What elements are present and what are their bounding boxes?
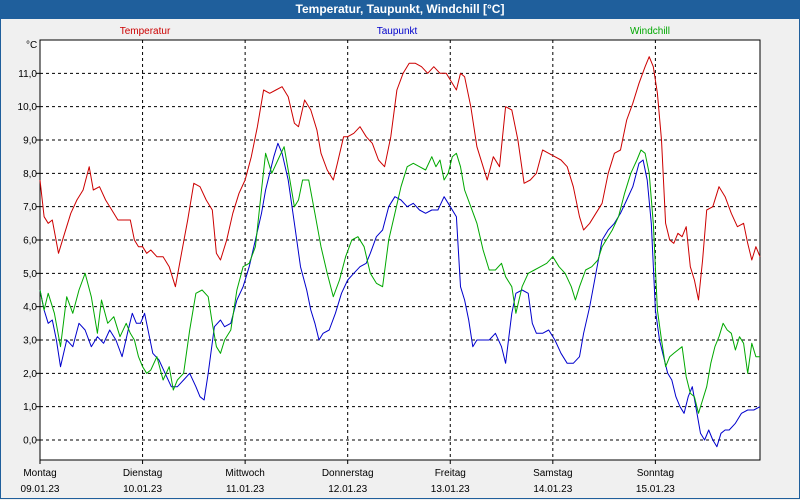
x-tick-label-date: 10.01.23: [123, 484, 162, 495]
y-tick-label: 4,0: [23, 302, 37, 313]
x-tick-label-day: Mittwoch: [225, 468, 264, 479]
x-tick-label-date: 14.01.23: [533, 484, 572, 495]
y-tick-label: 5,0: [23, 269, 37, 280]
y-tick-label: 8,0: [23, 169, 37, 180]
x-tick-label-date: 15.01.23: [636, 484, 675, 495]
y-tick-label: 2,0: [23, 369, 37, 380]
legend-temperatur: Temperatur: [120, 26, 171, 37]
y-tick-label: 0,0: [23, 436, 37, 447]
chart-title: Temperatur, Taupunkt, Windchill [°C]: [0, 0, 800, 19]
x-tick-label-day: Dienstag: [123, 468, 162, 479]
y-tick-label: 3,0: [23, 336, 37, 347]
y-axis-unit-label: °C: [26, 40, 37, 51]
x-tick-label-day: Montag: [23, 468, 56, 479]
y-tick-label: 11,0: [18, 69, 37, 80]
legend-windchill: Windchill: [630, 26, 670, 37]
x-tick-label-date: 13.01.23: [431, 484, 470, 495]
x-tick-label-day: Donnerstag: [322, 468, 374, 479]
plot-area: [39, 39, 761, 461]
y-tick-label: 7,0: [23, 202, 37, 213]
series-line-windchill: [39, 146, 760, 414]
series-line-temperatur: [39, 56, 761, 301]
x-tick-label-day: Samstag: [533, 468, 572, 479]
y-tick-label: 9,0: [23, 136, 37, 147]
y-tick-label: 6,0: [23, 236, 37, 247]
legend-taupunkt: Taupunkt: [377, 26, 418, 37]
x-tick-label-date: 11.01.23: [226, 484, 265, 495]
y-tick-label: 1,0: [23, 402, 37, 413]
y-tick-label: 10,0: [18, 102, 38, 113]
x-tick-label-day: Freitag: [435, 468, 466, 479]
x-tick-label-date: 09.01.23: [21, 484, 60, 495]
x-tick-label-day: Sonntag: [637, 468, 674, 479]
x-tick-label-date: 12.01.23: [328, 484, 367, 495]
